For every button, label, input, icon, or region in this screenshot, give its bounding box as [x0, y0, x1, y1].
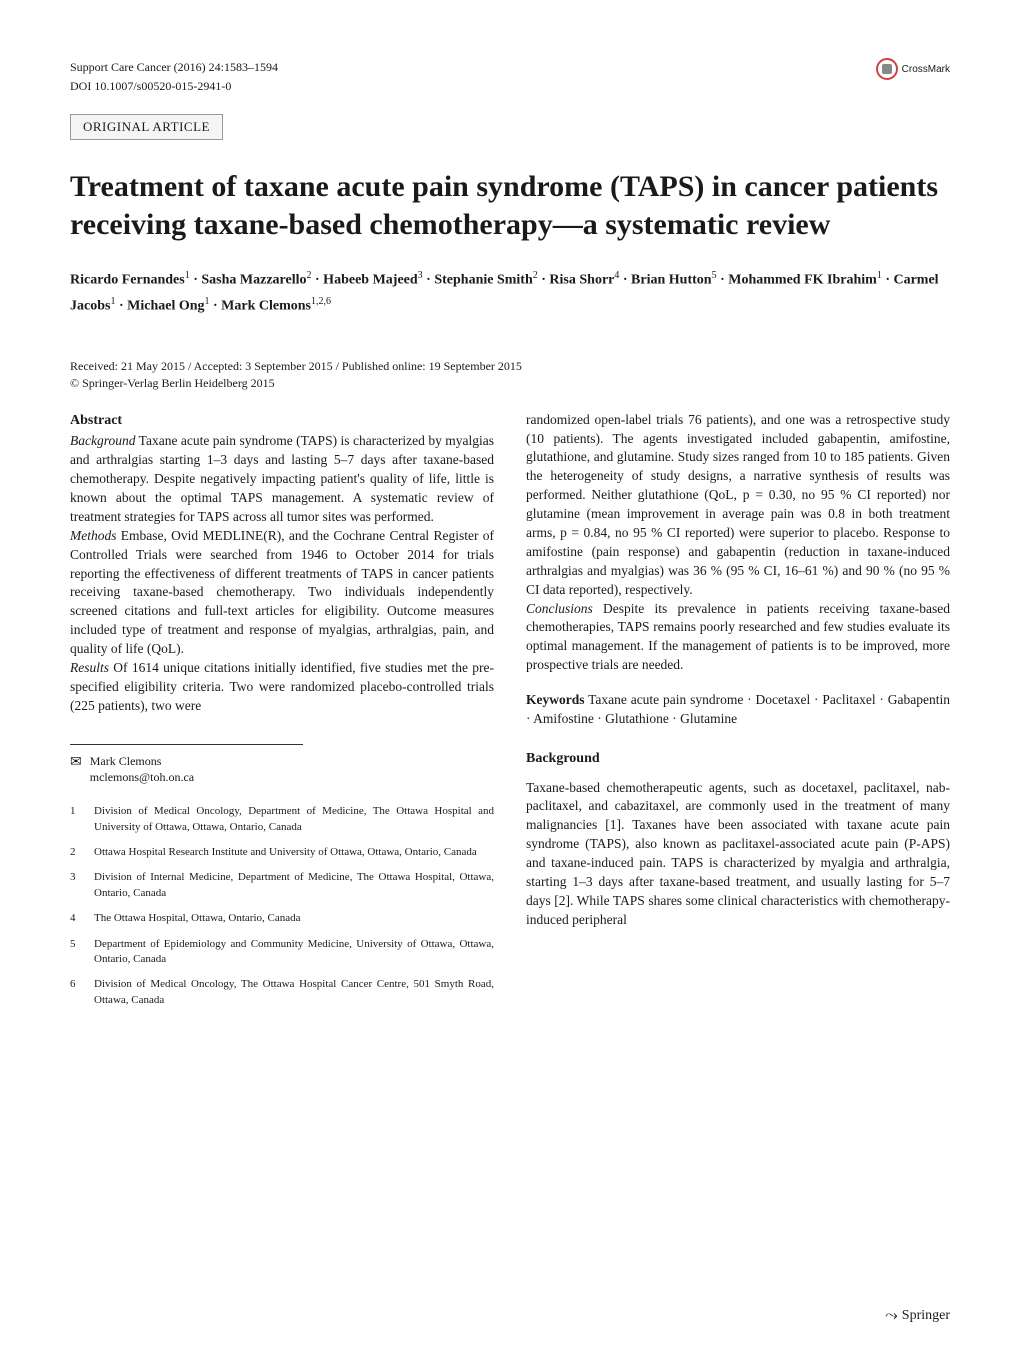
- affiliation-item: 4 The Ottawa Hospital, Ottawa, Ontario, C…: [70, 911, 494, 926]
- affiliation-number: 3: [70, 870, 80, 901]
- affiliation-number: 5: [70, 937, 80, 968]
- crossmark-icon: [876, 58, 898, 80]
- publisher-name: Springer: [902, 1308, 950, 1324]
- conclusions-label: Conclusions: [526, 601, 593, 616]
- results-text-left: Of 1614 unique citations initially ident…: [70, 660, 494, 713]
- affiliations-list: 1 Division of Medical Oncology, Departmen…: [70, 804, 494, 1008]
- article-title: Treatment of taxane acute pain syndrome …: [70, 168, 950, 243]
- affiliation-number: 2: [70, 845, 80, 860]
- affiliation-text: Division of Medical Oncology, Department…: [94, 804, 494, 835]
- springer-icon: ⤳: [885, 1307, 898, 1325]
- abstract-heading: Abstract: [70, 411, 494, 431]
- doi: DOI 10.1007/s00520-015-2941-0: [70, 79, 950, 94]
- affiliation-item: 2 Ottawa Hospital Research Institute and …: [70, 845, 494, 860]
- affiliation-item: 3 Division of Internal Medicine, Departme…: [70, 870, 494, 901]
- abstract-conclusions: Conclusions Despite its prevalence in pa…: [526, 600, 950, 676]
- affiliation-text: Division of Medical Oncology, The Ottawa…: [94, 977, 494, 1008]
- abstract-background: Background Taxane acute pain syndrome (T…: [70, 432, 494, 526]
- background-heading: Background: [526, 749, 950, 769]
- correspondence-block: ✉ Mark Clemons mclemons@toh.on.ca: [70, 744, 303, 787]
- methods-label: Methods: [70, 528, 117, 543]
- affiliation-text: The Ottawa Hospital, Ottawa, Ontario, Ca…: [94, 911, 301, 926]
- crossmark-badge[interactable]: CrossMark: [876, 58, 950, 80]
- publisher-footer: ⤳ Springer: [885, 1307, 950, 1325]
- affiliation-number: 4: [70, 911, 80, 926]
- article-type: ORIGINAL ARTICLE: [70, 114, 223, 140]
- journal-reference: Support Care Cancer (2016) 24:1583–1594: [70, 60, 278, 75]
- copyright: © Springer-Verlag Berlin Heidelberg 2015: [70, 376, 950, 391]
- abstract-methods: Methods Embase, Ovid MEDLINE(R), and the…: [70, 527, 494, 659]
- affiliation-item: 1 Division of Medical Oncology, Departmen…: [70, 804, 494, 835]
- affiliation-number: 1: [70, 804, 80, 835]
- corresponding-author: Mark Clemons: [90, 753, 194, 770]
- right-column: randomized open-label trials 76 patients…: [526, 411, 950, 1018]
- results-label: Results: [70, 660, 109, 675]
- envelope-icon: ✉: [70, 753, 82, 787]
- background-label: Background: [70, 433, 135, 448]
- keywords-text: Taxane acute pain syndrome · Docetaxel ·…: [526, 692, 950, 726]
- abstract-results-left: Results Of 1614 unique citations initial…: [70, 659, 494, 716]
- background-paragraph: Taxane-based chemotherapeutic agents, su…: [526, 779, 950, 930]
- affiliation-text: Ottawa Hospital Research Institute and U…: [94, 845, 477, 860]
- affiliation-number: 6: [70, 977, 80, 1008]
- keywords-label: Keywords: [526, 692, 585, 707]
- affiliation-item: 6 Division of Medical Oncology, The Ottaw…: [70, 977, 494, 1008]
- affiliation-item: 5 Department of Epidemiology and Communit…: [70, 937, 494, 968]
- corresponding-email: mclemons@toh.on.ca: [90, 769, 194, 786]
- methods-text: Embase, Ovid MEDLINE(R), and the Cochran…: [70, 528, 494, 656]
- article-dates: Received: 21 May 2015 / Accepted: 3 Sept…: [70, 359, 950, 374]
- keywords: Keywords Taxane acute pain syndrome · Do…: [526, 691, 950, 729]
- affiliation-text: Division of Internal Medicine, Departmen…: [94, 870, 494, 901]
- left-column: Abstract Background Taxane acute pain sy…: [70, 411, 494, 1018]
- author-list: Ricardo Fernandes1 · Sasha Mazzarello2 ·…: [70, 267, 950, 319]
- affiliation-text: Department of Epidemiology and Community…: [94, 937, 494, 968]
- abstract-results-right: randomized open-label trials 76 patients…: [526, 411, 950, 600]
- crossmark-label: CrossMark: [902, 64, 950, 75]
